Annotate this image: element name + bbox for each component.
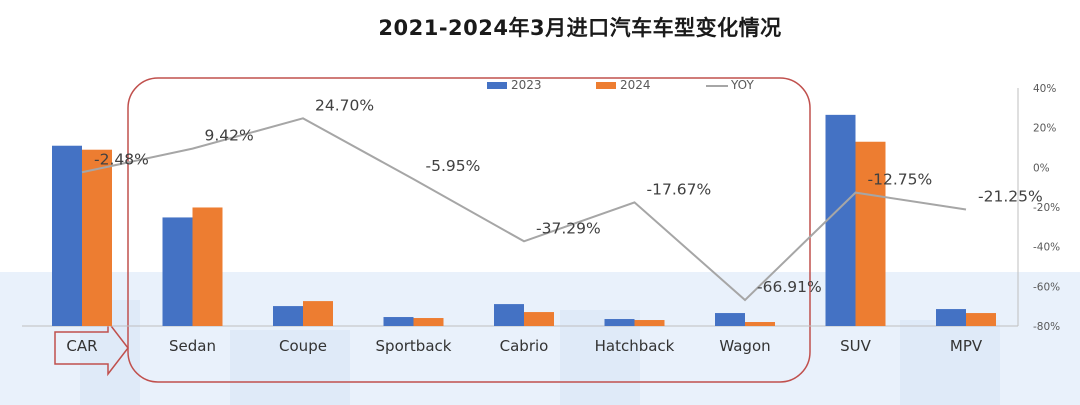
bar-2024-hatchback xyxy=(634,320,665,326)
x-tick-label: SUV xyxy=(840,337,872,355)
bar-2023-mpv xyxy=(936,309,966,326)
yoy-data-label: -66.91% xyxy=(757,278,822,296)
arrow-icon xyxy=(54,319,129,377)
y2-tick-label: 20% xyxy=(1033,123,1056,135)
x-tick-label: Wagon xyxy=(719,337,770,355)
y2-tick-label: -80% xyxy=(1033,321,1060,333)
yoy-data-label: 24.70% xyxy=(315,96,374,114)
y2-tick-label: -40% xyxy=(1033,242,1060,254)
bar-2023-cabrio xyxy=(494,304,524,326)
bar-2024-coupe xyxy=(303,301,333,326)
y2-tick-label: -20% xyxy=(1033,202,1060,214)
yoy-data-label: -37.29% xyxy=(536,219,601,237)
bar-2023-wagon xyxy=(715,313,745,326)
bar-2024-car xyxy=(82,149,112,326)
bar-2024-wagon xyxy=(745,322,775,326)
legend-label-2024: 2024 xyxy=(620,78,651,92)
x-tick-label: Coupe xyxy=(279,337,327,355)
y2-tick-label: -60% xyxy=(1033,281,1060,293)
x-tick-label: Cabrio xyxy=(500,337,549,355)
bar-2023-car xyxy=(52,145,82,326)
chart-title: 2021-2024年3月进口汽车车型变化情况 xyxy=(378,16,782,40)
bar-2024-sportback xyxy=(413,318,444,326)
legend-label-yoy: YOY xyxy=(730,78,754,92)
x-tick-label: CAR xyxy=(66,337,97,355)
bar-2024-suv xyxy=(855,141,886,326)
legend-swatch-2023 xyxy=(487,82,507,89)
bar-2023-suv xyxy=(825,114,856,327)
legend: 2023 2024 YOY xyxy=(487,78,754,92)
yoy-data-label: 9.42% xyxy=(205,127,254,145)
yoy-data-label: -17.67% xyxy=(647,180,712,198)
highlight-box xyxy=(127,77,811,383)
legend-label-2023: 2023 xyxy=(511,78,542,92)
legend-swatch-2024 xyxy=(596,82,616,89)
yoy-data-label: -2.48% xyxy=(94,150,149,168)
bar-2023-coupe xyxy=(273,306,303,326)
yoy-data-label: -12.75% xyxy=(868,171,933,189)
bar-2024-mpv xyxy=(966,313,996,326)
plot-area: CAR Sedan Coupe Sportback Cabrio Hatchback Wag… xyxy=(22,83,1060,355)
yoy-data-label: -5.95% xyxy=(426,157,481,175)
yoy-line xyxy=(81,117,967,302)
bar-2024-sedan xyxy=(192,207,223,326)
bar-2023-sportback xyxy=(383,317,414,326)
bar-2024-cabrio xyxy=(524,312,554,326)
yoy-data-label: -21.25% xyxy=(978,187,1043,205)
y2-tick-label: 40% xyxy=(1033,83,1056,95)
x-tick-label: Sportback xyxy=(376,337,452,355)
bar-2023-sedan xyxy=(162,217,193,326)
bar-2023-hatchback xyxy=(604,319,635,326)
x-tick-label: Sedan xyxy=(169,337,216,355)
x-tick-label: MPV xyxy=(950,337,983,355)
y2-tick-label: 0% xyxy=(1033,162,1050,174)
x-tick-label: Hatchback xyxy=(595,337,675,355)
